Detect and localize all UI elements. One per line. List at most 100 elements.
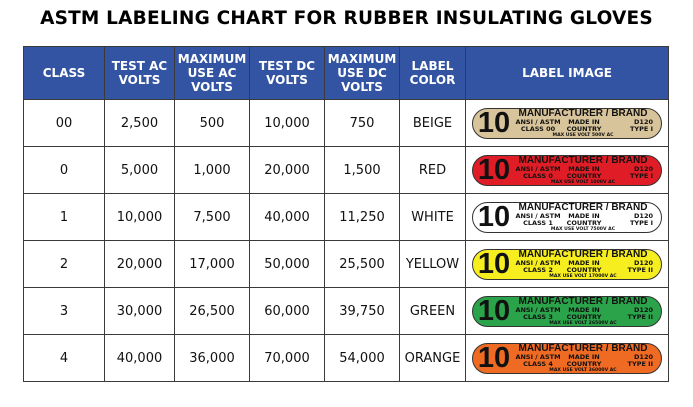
- label-info: MANUFACTURER / BRAND ANSI / ASTM MADE IN…: [511, 154, 661, 185]
- label-number: 10: [477, 295, 511, 327]
- table-row: 0 5,000 1,000 20,000 1,500 RED 10 MANUFA…: [23, 146, 669, 194]
- cell-test-dc: 60,000: [249, 287, 325, 335]
- label-line-1: ANSI / ASTM MADE IN D120: [511, 258, 655, 267]
- cell-max-dc: 1,500: [324, 146, 400, 194]
- label-class: CLASS 4: [523, 359, 553, 368]
- label-country: COUNTRY: [566, 218, 602, 227]
- label-max-volt: MAX USE VOLT 26500V AC: [549, 320, 617, 326]
- label-brand: MANUFACTURER / BRAND: [518, 107, 648, 119]
- label-line-2: CLASS 3 COUNTRY TYPE II: [511, 312, 655, 321]
- cell-test-dc: 50,000: [249, 240, 325, 288]
- label-line-1: ANSI / ASTM MADE IN D120: [511, 164, 655, 173]
- cell-class: 0: [23, 146, 105, 194]
- cell-max-ac: 36,000: [174, 334, 250, 382]
- cell-class: 3: [23, 287, 105, 335]
- cell-label-color: BEIGE: [399, 99, 466, 147]
- label-code: D120: [634, 211, 653, 220]
- glove-label: 10 MANUFACTURER / BRAND ANSI / ASTM MADE…: [472, 154, 662, 186]
- cell-class: 4: [23, 334, 105, 382]
- label-standard: ANSI / ASTM: [515, 211, 561, 220]
- label-standard: ANSI / ASTM: [515, 258, 561, 267]
- label-max-volt: MAX USE VOLT 7500V AC: [550, 226, 616, 232]
- cell-max-dc: 750: [324, 99, 400, 147]
- header-label-image: LABEL IMAGE: [465, 46, 669, 100]
- label-class: CLASS 00: [520, 124, 556, 133]
- cell-class: 00: [23, 99, 105, 147]
- table-row: 4 40,000 36,000 70,000 54,000 ORANGE 10 …: [23, 334, 669, 382]
- header-class: CLASS: [23, 46, 105, 100]
- cell-label-color: ORANGE: [399, 334, 466, 382]
- cell-max-ac: 1,000: [174, 146, 250, 194]
- cell-label-image: 10 MANUFACTURER / BRAND ANSI / ASTM MADE…: [465, 287, 669, 335]
- cell-label-image: 10 MANUFACTURER / BRAND ANSI / ASTM MADE…: [465, 240, 669, 288]
- label-info: MANUFACTURER / BRAND ANSI / ASTM MADE IN…: [511, 248, 661, 279]
- label-standard: ANSI / ASTM: [515, 164, 561, 173]
- label-brand: MANUFACTURER / BRAND: [518, 295, 648, 307]
- label-line-1: ANSI / ASTM MADE IN D120: [511, 352, 655, 361]
- label-line-2: CLASS 00 COUNTRY TYPE I: [511, 124, 655, 133]
- label-country: COUNTRY: [566, 171, 602, 180]
- cell-test-ac: 10,000: [104, 193, 175, 241]
- label-brand: MANUFACTURER / BRAND: [518, 154, 648, 166]
- cell-test-ac: 20,000: [104, 240, 175, 288]
- label-made-in: MADE IN: [568, 352, 600, 361]
- label-number: 10: [477, 154, 511, 186]
- header-max-dc: MAXIMUM USE DC VOLTS: [324, 46, 400, 100]
- label-class: CLASS 0: [523, 171, 553, 180]
- label-line-2: CLASS 2 COUNTRY TYPE II: [511, 265, 655, 274]
- label-country: COUNTRY: [566, 312, 602, 321]
- cell-class: 1: [23, 193, 105, 241]
- cell-test-dc: 20,000: [249, 146, 325, 194]
- label-type: TYPE I: [629, 218, 653, 227]
- cell-test-ac: 2,500: [104, 99, 175, 147]
- label-made-in: MADE IN: [568, 117, 600, 126]
- header-test-dc: TEST DC VOLTS: [249, 46, 325, 100]
- label-type: TYPE I: [629, 124, 653, 133]
- cell-label-image: 10 MANUFACTURER / BRAND ANSI / ASTM MADE…: [465, 193, 669, 241]
- table-row: 00 2,500 500 10,000 750 BEIGE 10 MANUFAC…: [23, 99, 669, 147]
- glove-label: 10 MANUFACTURER / BRAND ANSI / ASTM MADE…: [472, 342, 662, 374]
- label-brand: MANUFACTURER / BRAND: [518, 342, 648, 354]
- label-type: TYPE II: [627, 265, 653, 274]
- header-label-color: LABEL COLOR: [399, 46, 466, 100]
- cell-label-color: YELLOW: [399, 240, 466, 288]
- label-type: TYPE I: [629, 171, 653, 180]
- cell-label-image: 10 MANUFACTURER / BRAND ANSI / ASTM MADE…: [465, 146, 669, 194]
- cell-max-dc: 39,750: [324, 287, 400, 335]
- label-code: D120: [634, 164, 653, 173]
- label-class: CLASS 1: [523, 218, 553, 227]
- label-made-in: MADE IN: [568, 211, 600, 220]
- label-code: D120: [634, 352, 653, 361]
- cell-max-dc: 11,250: [324, 193, 400, 241]
- glove-label: 10 MANUFACTURER / BRAND ANSI / ASTM MADE…: [472, 201, 662, 233]
- label-code: D120: [634, 305, 653, 314]
- cell-label-color: RED: [399, 146, 466, 194]
- cell-test-ac: 30,000: [104, 287, 175, 335]
- label-max-volt: MAX USE VOLT 1000V AC: [550, 179, 616, 185]
- label-type: TYPE II: [627, 359, 653, 368]
- cell-max-dc: 54,000: [324, 334, 400, 382]
- cell-label-color: WHITE: [399, 193, 466, 241]
- table-row: 1 10,000 7,500 40,000 11,250 WHITE 10 MA…: [23, 193, 669, 241]
- label-number: 10: [477, 107, 511, 139]
- label-standard: ANSI / ASTM: [515, 352, 561, 361]
- glove-label: 10 MANUFACTURER / BRAND ANSI / ASTM MADE…: [472, 107, 662, 139]
- cell-max-ac: 26,500: [174, 287, 250, 335]
- cell-label-image: 10 MANUFACTURER / BRAND ANSI / ASTM MADE…: [465, 99, 669, 147]
- labeling-table: CLASS TEST AC VOLTS MAXIMUM USE AC VOLTS…: [23, 46, 669, 382]
- cell-test-dc: 40,000: [249, 193, 325, 241]
- label-class: CLASS 2: [523, 265, 553, 274]
- label-class: CLASS 3: [523, 312, 553, 321]
- cell-test-dc: 10,000: [249, 99, 325, 147]
- label-made-in: MADE IN: [568, 258, 600, 267]
- label-line-2: CLASS 4 COUNTRY TYPE II: [511, 359, 655, 368]
- table-row: 2 20,000 17,000 50,000 25,500 YELLOW 10 …: [23, 240, 669, 288]
- label-brand: MANUFACTURER / BRAND: [518, 248, 648, 260]
- label-line-1: ANSI / ASTM MADE IN D120: [511, 305, 655, 314]
- label-number: 10: [477, 342, 511, 374]
- label-line-1: ANSI / ASTM MADE IN D120: [511, 117, 655, 126]
- label-max-volt: MAX USE VOLT 17000V AC: [549, 273, 617, 279]
- label-standard: ANSI / ASTM: [515, 117, 561, 126]
- cell-max-ac: 7,500: [174, 193, 250, 241]
- label-standard: ANSI / ASTM: [515, 305, 561, 314]
